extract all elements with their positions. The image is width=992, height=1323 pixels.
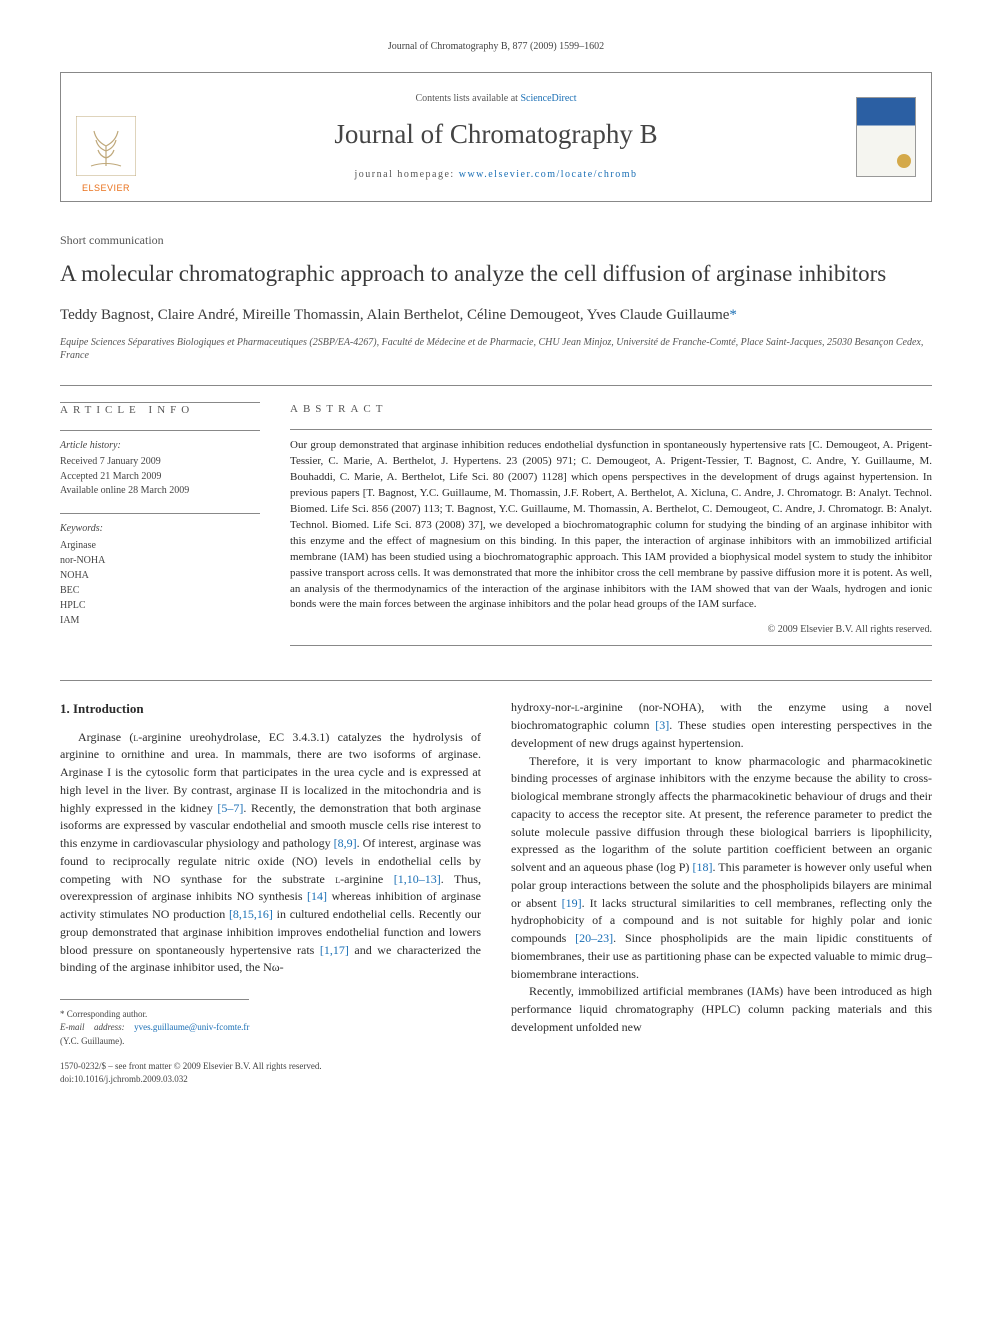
doi-line: doi:10.1016/j.jchromb.2009.03.032 xyxy=(60,1073,481,1086)
publisher-name: ELSEVIER xyxy=(82,182,130,195)
issn-line: 1570-0232/$ – see front matter © 2009 El… xyxy=(60,1060,481,1073)
article-title: A molecular chromatographic approach to … xyxy=(60,259,932,289)
text-run: Arginase ( xyxy=(78,730,133,744)
article-info-heading: ARTICLE INFO xyxy=(60,403,260,418)
article-type: Short communication xyxy=(60,232,932,249)
elsevier-tree-icon xyxy=(76,116,136,176)
abstract-text: Our group demonstrated that arginase inh… xyxy=(290,438,932,613)
keyword: IAM xyxy=(60,613,260,628)
keyword: NOHA xyxy=(60,568,260,583)
journal-masthead: ELSEVIER Contents lists available at Sci… xyxy=(60,72,932,202)
citation-link[interactable]: [14] xyxy=(307,889,327,903)
body-paragraph: Recently, immobilized artificial membran… xyxy=(511,983,932,1036)
accepted-date: Accepted 21 March 2009 xyxy=(60,470,260,485)
running-header: Journal of Chromatography B, 877 (2009) … xyxy=(60,40,932,54)
citation-link[interactable]: [5–7] xyxy=(217,801,243,815)
online-date: Available online 28 March 2009 xyxy=(60,484,260,499)
journal-title: Journal of Chromatography B xyxy=(334,116,657,154)
article-history-block: Received 7 January 2009 Accepted 21 Marc… xyxy=(60,455,260,499)
abstract-heading: ABSTRACT xyxy=(290,402,932,417)
divider xyxy=(60,513,260,514)
text-run: -arginine xyxy=(340,872,394,886)
keyword: nor-NOHA xyxy=(60,553,260,568)
divider xyxy=(290,645,932,646)
citation-link[interactable]: [1,10–13] xyxy=(394,872,441,886)
citation-link[interactable]: [20–23] xyxy=(575,931,613,945)
text-run: Therefore, it is very important to know … xyxy=(511,754,932,875)
abstract-column: ABSTRACT Our group demonstrated that arg… xyxy=(290,402,932,655)
body-paragraph: hydroxy-nor-l-arginine (nor-NOHA), with … xyxy=(511,699,932,752)
citation-link[interactable]: [8,15,16] xyxy=(229,907,273,921)
body-paragraph: Arginase (l-arginine ureohydrolase, EC 3… xyxy=(60,729,481,978)
authors-names: Teddy Bagnost, Claire André, Mireille Th… xyxy=(60,307,729,323)
citation-link[interactable]: [8,9] xyxy=(334,836,357,850)
divider xyxy=(60,430,260,431)
body-column-right: hydroxy-nor-l-arginine (nor-NOHA), with … xyxy=(511,699,932,1085)
text-run: hydroxy-nor- xyxy=(511,700,575,714)
body-columns: 1. Introduction Arginase (l-arginine ure… xyxy=(60,680,932,1085)
article-info-column: ARTICLE INFO Article history: Received 7… xyxy=(60,402,260,655)
keyword: BEC xyxy=(60,583,260,598)
masthead-center: Contents lists available at ScienceDirec… xyxy=(151,73,841,201)
section-heading-introduction: 1. Introduction xyxy=(60,699,481,718)
email-suffix: (Y.C. Guillaume). xyxy=(60,1036,124,1046)
citation-link[interactable]: [3] xyxy=(655,718,669,732)
sciencedirect-link[interactable]: ScienceDirect xyxy=(520,93,576,104)
corresponding-author-label: * Corresponding author. xyxy=(60,1008,249,1021)
divider xyxy=(290,429,932,430)
affiliation: Equipe Sciences Séparatives Biologiques … xyxy=(60,336,932,363)
body-column-left: 1. Introduction Arginase (l-arginine ure… xyxy=(60,699,481,1085)
citation-link[interactable]: [18] xyxy=(692,860,712,874)
body-paragraph: Therefore, it is very important to know … xyxy=(511,753,932,984)
corresponding-marker: * xyxy=(729,307,737,323)
authors-list: Teddy Bagnost, Claire André, Mireille Th… xyxy=(60,305,932,326)
publisher-block: ELSEVIER xyxy=(61,73,151,201)
journal-cover-thumbnail xyxy=(856,97,916,177)
homepage-prefix: journal homepage: xyxy=(355,169,459,180)
issn-doi-footer: 1570-0232/$ – see front matter © 2009 El… xyxy=(60,1060,481,1085)
journal-cover-block xyxy=(841,73,931,201)
received-date: Received 7 January 2009 xyxy=(60,455,260,470)
keywords-label: Keywords: xyxy=(60,522,260,536)
email-line: E-mail address: yves.guillaume@univ-fcom… xyxy=(60,1021,249,1048)
corresponding-email-link[interactable]: yves.guillaume@univ-fcomte.fr xyxy=(134,1022,249,1032)
keyword: HPLC xyxy=(60,598,260,613)
citation-link[interactable]: [19] xyxy=(562,896,582,910)
abstract-copyright: © 2009 Elsevier B.V. All rights reserved… xyxy=(290,623,932,637)
contents-available-line: Contents lists available at ScienceDirec… xyxy=(415,92,576,106)
keyword: Arginase xyxy=(60,538,260,553)
corresponding-author-footer: * Corresponding author. E-mail address: … xyxy=(60,999,249,1048)
contents-prefix: Contents lists available at xyxy=(415,93,520,104)
citation-link[interactable]: [1,17] xyxy=(320,943,349,957)
keywords-list: Arginase nor-NOHA NOHA BEC HPLC IAM xyxy=(60,538,260,628)
journal-homepage-line: journal homepage: www.elsevier.com/locat… xyxy=(355,168,638,182)
journal-homepage-link[interactable]: www.elsevier.com/locate/chromb xyxy=(459,169,638,180)
email-label: E-mail address: xyxy=(60,1022,134,1032)
article-history-label: Article history: xyxy=(60,439,260,453)
